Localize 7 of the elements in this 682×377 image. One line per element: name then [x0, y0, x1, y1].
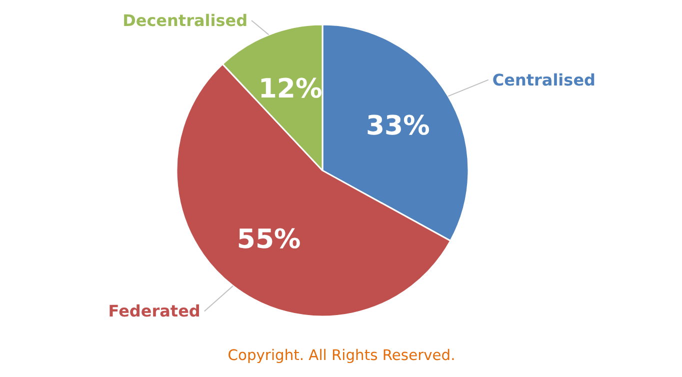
slice-label: Federated	[108, 302, 200, 321]
slice-label: Decentralised	[122, 11, 248, 30]
data-label: 55%	[236, 224, 301, 256]
data-label: 12%	[258, 74, 322, 105]
slice-label: Centralised	[492, 70, 596, 90]
data-label: 33%	[366, 110, 430, 142]
text: Copyright. All Rights Reserved.	[228, 347, 456, 364]
